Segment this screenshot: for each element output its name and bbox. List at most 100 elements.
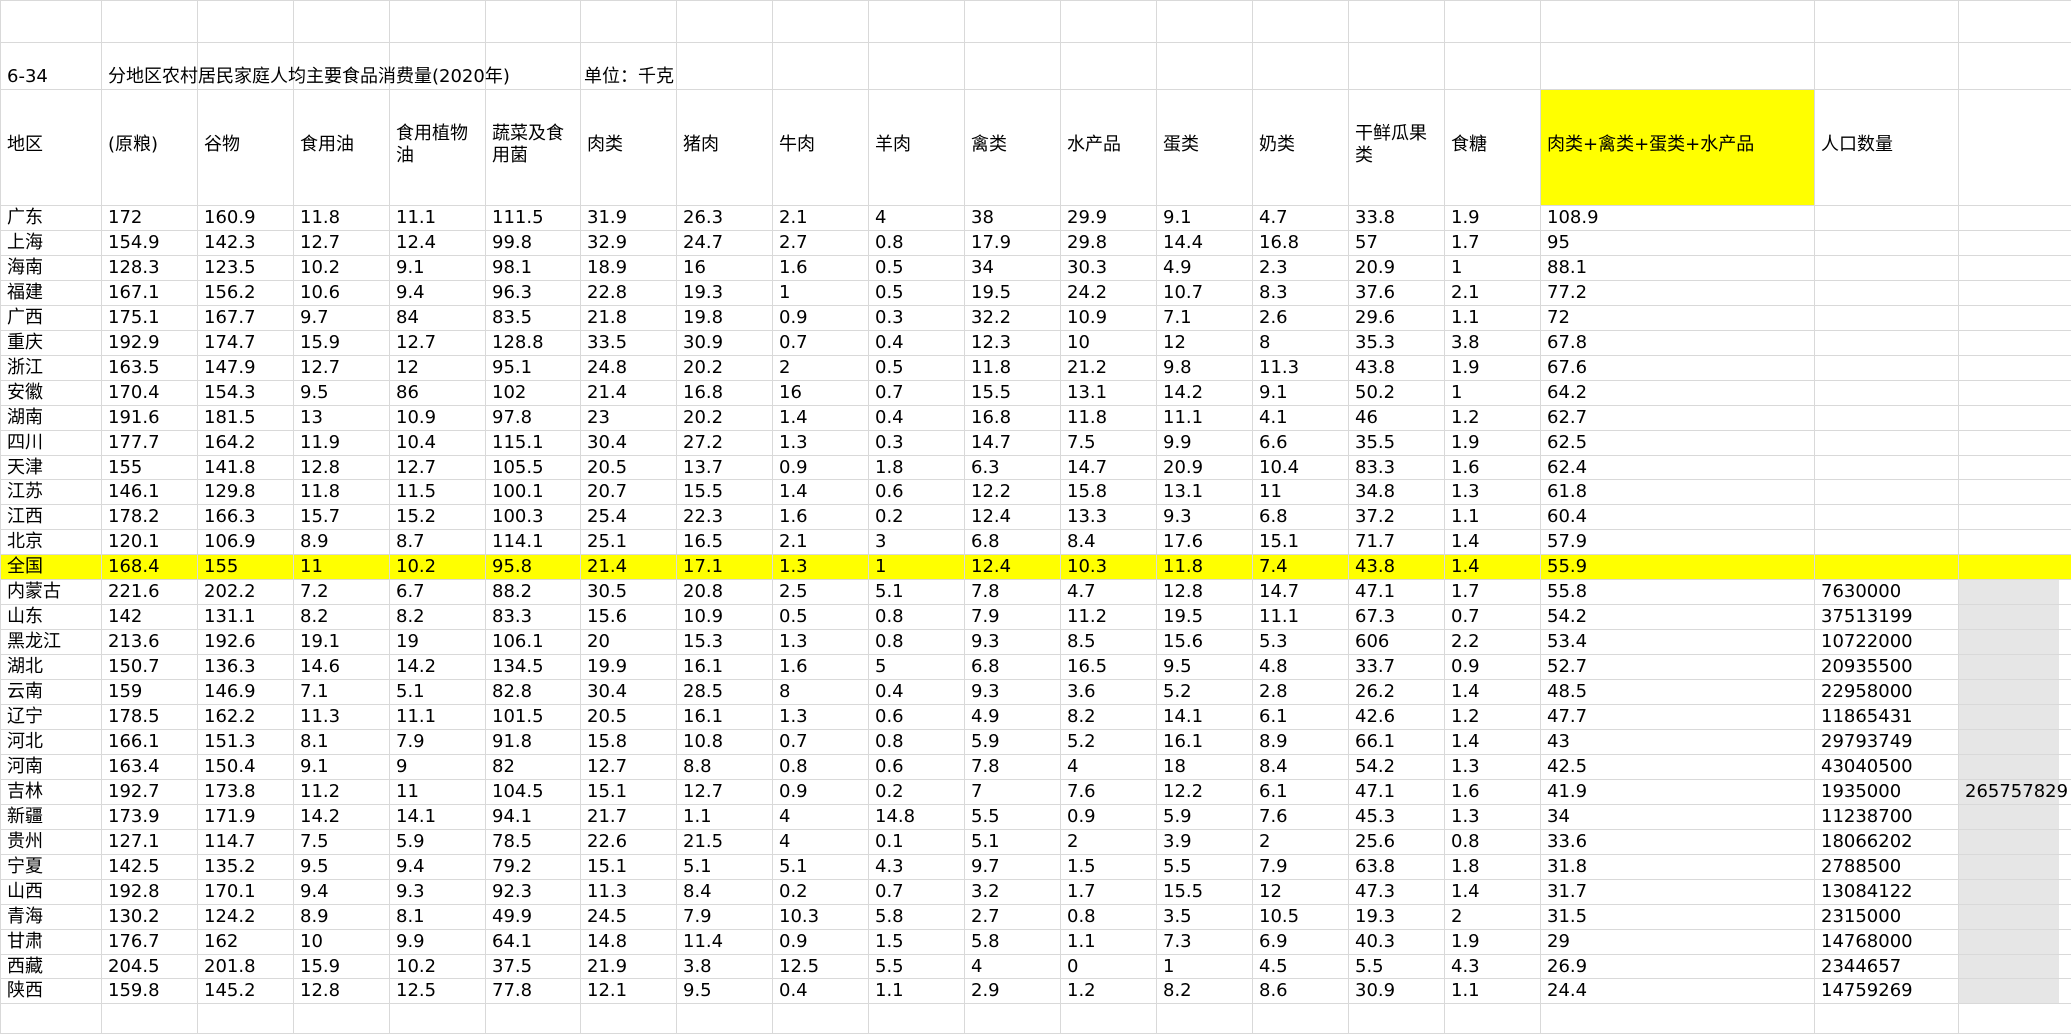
value-cell[interactable]: 8.8 [683,755,712,777]
value-cell[interactable]: 30.4 [587,431,628,453]
value-cell[interactable]: 20.9 [1163,456,1204,478]
value-cell[interactable]: 22958000 [1821,681,1913,703]
value-cell[interactable]: 146.9 [204,681,256,703]
value-cell[interactable]: 13 [300,406,323,428]
value-cell[interactable]: 166.1 [108,730,160,752]
value-cell[interactable]: 164.2 [204,431,256,453]
column-header[interactable]: 蔬菜及食用菌 [492,123,564,166]
value-cell[interactable]: 11.8 [971,356,1012,378]
value-cell[interactable]: 19.9 [587,656,628,678]
value-cell[interactable]: 1 [875,556,887,578]
value-cell[interactable]: 10.4 [396,431,437,453]
value-cell[interactable]: 3.9 [1163,830,1192,852]
value-cell[interactable]: 173.8 [204,780,256,802]
value-cell[interactable]: 34 [971,256,994,278]
value-cell[interactable]: 15.3 [683,631,724,653]
value-cell[interactable]: 21.4 [587,381,628,403]
value-cell[interactable]: 8 [779,681,791,703]
value-cell[interactable]: 30.9 [1355,980,1396,1002]
column-header[interactable]: 肉类 [587,134,623,155]
value-cell[interactable]: 38 [971,207,994,228]
value-cell[interactable]: 8.9 [300,905,329,927]
value-cell[interactable]: 162.2 [204,706,256,727]
value-cell[interactable]: 55.8 [1547,581,1588,603]
value-cell[interactable]: 108.9 [1547,207,1599,228]
value-cell[interactable]: 17.1 [683,556,724,578]
value-cell[interactable]: 0.6 [875,706,904,727]
value-cell[interactable]: 14.7 [971,431,1012,453]
value-cell[interactable]: 46 [1355,406,1378,428]
value-cell[interactable]: 100.1 [492,481,544,503]
column-header[interactable]: 牛肉 [779,134,815,155]
value-cell[interactable]: 37513199 [1821,606,1913,628]
value-cell[interactable]: 11.4 [683,930,724,952]
value-cell[interactable]: 6.3 [971,456,1000,478]
value-cell[interactable]: 2.8 [1259,681,1288,703]
region-cell[interactable]: 青海 [7,905,43,927]
value-cell[interactable]: 0.7 [779,331,808,353]
value-cell[interactable]: 176.7 [108,930,160,952]
value-cell[interactable]: 33.5 [587,331,628,353]
value-cell[interactable]: 1.6 [779,506,808,528]
value-cell[interactable]: 67.6 [1547,356,1588,378]
value-cell[interactable]: 4.8 [1259,656,1288,678]
value-cell[interactable]: 83.3 [492,606,533,628]
value-cell[interactable]: 7.1 [1163,306,1192,328]
value-cell[interactable]: 25.4 [587,506,628,528]
value-cell[interactable]: 1.1 [875,980,904,1002]
value-cell[interactable]: 2.3 [1259,256,1288,278]
column-header[interactable]: 食糖 [1451,134,1487,155]
value-cell[interactable]: 1.8 [1451,855,1480,877]
value-cell[interactable]: 29.8 [1067,231,1108,253]
value-cell[interactable]: 150.4 [204,755,256,777]
value-cell[interactable]: 64.1 [492,930,533,952]
value-cell[interactable]: 0.5 [875,256,904,278]
value-cell[interactable]: 12.8 [300,456,341,478]
region-cell[interactable]: 河北 [7,730,43,752]
value-cell[interactable]: 15.5 [971,381,1012,403]
region-cell[interactable]: 江苏 [7,481,43,503]
value-cell[interactable]: 50.2 [1355,381,1396,403]
value-cell[interactable]: 41.9 [1547,780,1588,802]
value-cell[interactable]: 0.8 [875,231,904,253]
value-cell[interactable]: 29.6 [1355,306,1396,328]
value-cell[interactable]: 156.2 [204,281,256,303]
value-cell[interactable]: 0.5 [779,606,808,628]
region-cell[interactable]: 广东 [7,207,43,228]
column-header[interactable]: 人口数量 [1821,134,1893,155]
value-cell[interactable]: 4.3 [1451,955,1480,977]
value-cell[interactable]: 0.7 [779,730,808,752]
value-cell[interactable]: 0 [1067,955,1079,977]
value-cell[interactable]: 16.8 [971,406,1012,428]
region-cell[interactable]: 山东 [7,606,43,628]
value-cell[interactable]: 128.8 [492,331,544,353]
value-cell[interactable]: 33.7 [1355,656,1396,678]
column-header[interactable]: 谷物 [204,134,240,155]
value-cell[interactable]: 0.5 [875,281,904,303]
value-cell[interactable]: 16.1 [1163,730,1204,752]
value-cell[interactable]: 26.3 [683,207,724,228]
region-cell[interactable]: 江西 [7,506,43,528]
value-cell[interactable]: 95.8 [492,556,533,578]
value-cell[interactable]: 11.8 [1163,556,1204,578]
value-cell[interactable]: 20935500 [1821,656,1913,678]
value-cell[interactable]: 11.1 [396,706,437,727]
value-cell[interactable]: 1.6 [1451,780,1480,802]
value-cell[interactable]: 1.3 [1451,805,1480,827]
value-cell[interactable]: 14.2 [300,805,341,827]
value-cell[interactable]: 115.1 [492,431,544,453]
value-cell[interactable]: 71.7 [1355,531,1396,553]
value-cell[interactable]: 1.1 [1067,930,1096,952]
value-cell[interactable]: 1.1 [683,805,712,827]
value-cell[interactable]: 17.6 [1163,531,1204,553]
value-cell[interactable]: 11.5 [396,481,437,503]
value-cell[interactable]: 6.6 [1259,431,1288,453]
value-cell[interactable]: 11.9 [300,431,341,453]
value-cell[interactable]: 13.7 [683,456,724,478]
region-cell[interactable]: 宁夏 [7,855,43,877]
value-cell[interactable]: 19.3 [683,281,724,303]
region-cell[interactable]: 重庆 [7,331,43,353]
value-cell[interactable]: 1.5 [1067,855,1096,877]
value-cell[interactable]: 14.6 [300,656,341,678]
